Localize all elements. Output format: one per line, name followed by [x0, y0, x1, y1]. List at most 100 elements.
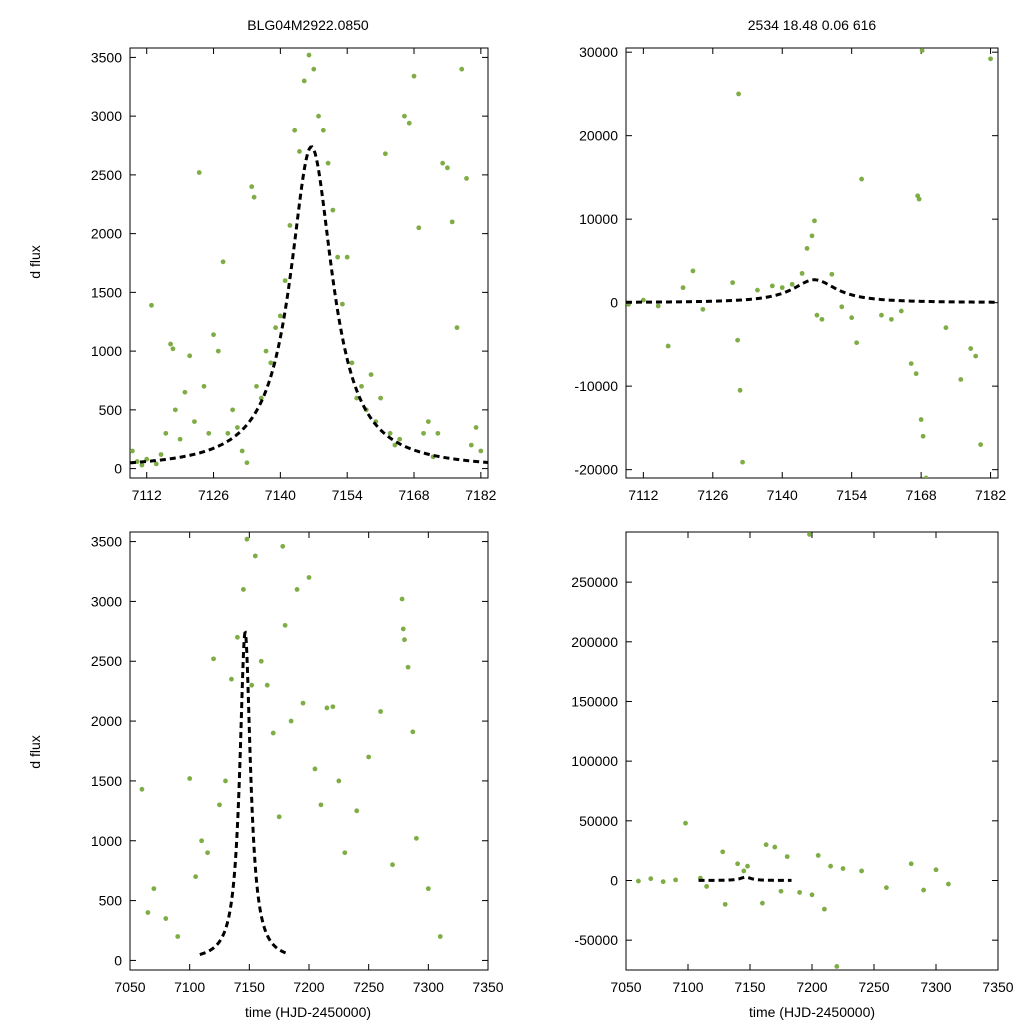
- data-point: [849, 315, 855, 321]
- data-point: [151, 886, 157, 892]
- plot-data: [626, 48, 998, 478]
- x-tick-label: 7100: [672, 979, 703, 995]
- data-point: [229, 676, 234, 682]
- model-curve: [626, 278, 998, 304]
- data-point: [898, 308, 904, 314]
- data-point: [193, 874, 199, 880]
- y-tick-label: 100000: [571, 753, 618, 769]
- panel-bottom-right: 7050 7100 7150 7200 7250 7300 7350 -50000 0 50000…: [571, 531, 1014, 995]
- plot-data: [139, 536, 443, 956]
- data-point: [205, 850, 210, 856]
- data-point: [163, 916, 169, 921]
- data-point: [828, 863, 833, 869]
- data-point: [722, 901, 728, 907]
- data-point: [217, 802, 222, 808]
- y-tick-label: 200000: [571, 634, 618, 650]
- data-point: [988, 56, 993, 62]
- data-point: [834, 964, 840, 969]
- data-point: [277, 313, 283, 319]
- y-tick-label: 0: [610, 295, 618, 311]
- y-tick-label: -50000: [574, 932, 618, 948]
- data-point: [405, 664, 411, 670]
- data-point: [454, 325, 460, 331]
- data-point: [660, 879, 666, 885]
- data-point: [778, 888, 784, 894]
- data-point: [943, 325, 949, 331]
- data-point: [763, 842, 769, 848]
- data-point: [196, 170, 202, 175]
- data-point: [797, 890, 802, 895]
- data-point: [306, 575, 312, 580]
- data-point: [464, 176, 469, 181]
- data-point: [819, 316, 825, 322]
- data-point: [740, 459, 745, 465]
- data-point: [311, 66, 317, 72]
- data-point: [784, 854, 790, 860]
- data-point: [859, 868, 864, 874]
- data-point: [230, 407, 236, 413]
- data-point: [425, 886, 431, 892]
- data-point: [177, 436, 183, 442]
- data-point: [730, 280, 736, 286]
- data-point: [815, 853, 821, 858]
- x-tick-label: 7050: [610, 979, 641, 995]
- y-tick-label: 10000: [579, 211, 618, 227]
- x-tick-label: 7140: [265, 487, 296, 503]
- y-tick-label: 2000: [91, 713, 122, 729]
- data-point: [139, 462, 145, 468]
- y-tick-label: 3000: [91, 593, 122, 609]
- data-point: [978, 442, 984, 448]
- data-point: [840, 866, 846, 871]
- data-point: [921, 887, 926, 893]
- ylabel-bottom: d flux: [27, 735, 43, 768]
- x-tick-label: 7250: [858, 979, 889, 995]
- data-point: [809, 892, 815, 898]
- data-point: [655, 303, 661, 309]
- data-point: [139, 786, 145, 792]
- data-point: [704, 884, 709, 889]
- model-curve: [130, 145, 488, 465]
- y-tick-label: 0: [610, 872, 618, 888]
- data-point: [735, 337, 740, 343]
- y-tick-label: 1500: [91, 284, 122, 300]
- data-point: [640, 297, 646, 303]
- y-tick-label: 2500: [91, 167, 122, 183]
- ylabel-top: d flux: [27, 245, 43, 278]
- x-tick-label: 7150: [234, 979, 265, 995]
- plot-frame: [129, 47, 489, 479]
- data-point: [779, 285, 785, 291]
- data-point: [473, 425, 479, 430]
- data-point: [249, 184, 255, 190]
- data-point: [145, 910, 151, 915]
- data-point: [690, 268, 696, 274]
- panel-bottom-left: 7050 7100 7150 7200 7250 7300 7350 0 500 1000 1500…: [91, 531, 504, 995]
- data-point: [163, 430, 169, 436]
- data-point: [187, 776, 193, 781]
- y-tick-label: 1000: [91, 833, 122, 849]
- data-point: [440, 160, 446, 166]
- data-point: [294, 587, 300, 592]
- data-point: [153, 461, 159, 467]
- data-point: [829, 271, 835, 277]
- data-point: [344, 254, 350, 260]
- data-point: [312, 766, 318, 772]
- data-point: [854, 340, 860, 346]
- data-point: [244, 460, 250, 466]
- data-point: [301, 78, 307, 84]
- data-point: [760, 900, 765, 906]
- data-point: [263, 348, 269, 354]
- data-point: [378, 709, 383, 714]
- x-tick-label: 7350: [982, 979, 1013, 995]
- x-tick-label: 7112: [132, 487, 162, 503]
- data-point: [745, 863, 750, 869]
- data-point: [680, 285, 686, 291]
- data-point: [772, 844, 778, 850]
- x-tick-label: 7126: [198, 487, 229, 503]
- data-point: [382, 151, 388, 157]
- data-point: [292, 127, 298, 133]
- data-point: [459, 66, 465, 72]
- data-point: [244, 536, 250, 542]
- data-point: [799, 271, 805, 276]
